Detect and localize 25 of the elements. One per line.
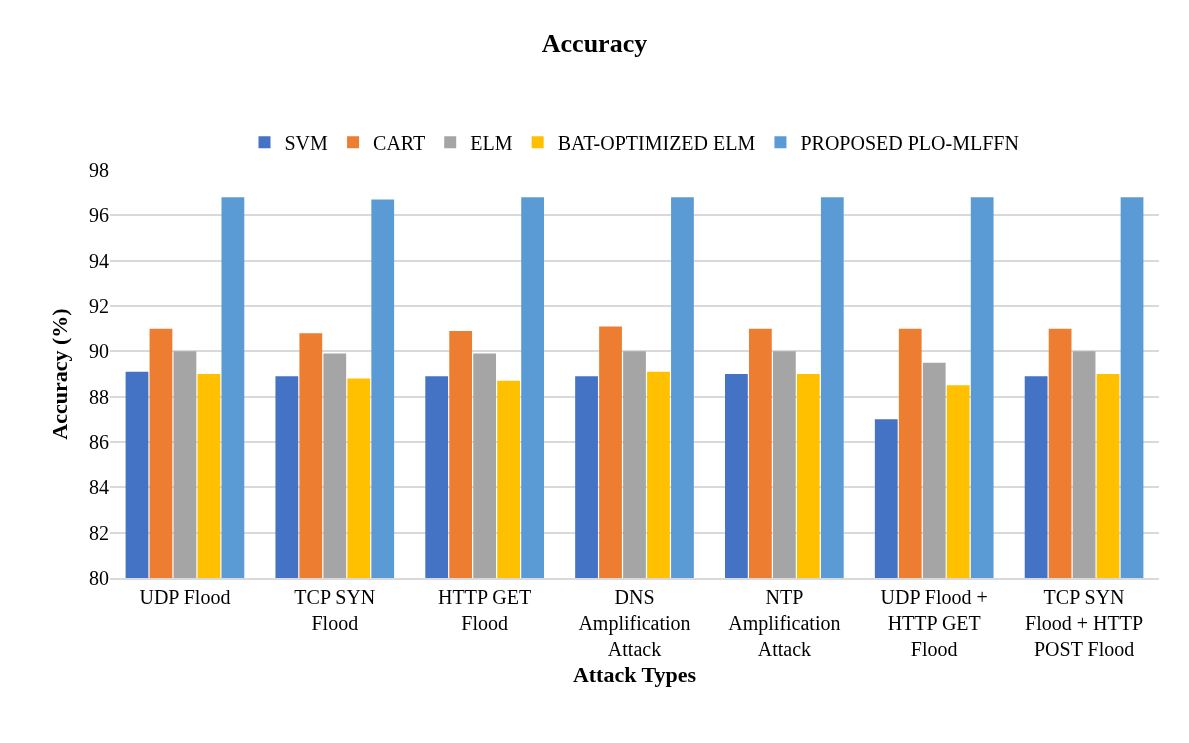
legend-label: SVM [284,132,329,155]
y-tick-label: 98 [89,159,109,181]
legend-label: PROPOSED PLO-MLFFN [800,132,1019,155]
x-tick-label: TCP SYN Flood [294,586,376,634]
x-axis-title: Attack Types [572,662,697,688]
legend-label: ELM [470,132,513,155]
x-tick-label: TCP SYN Flood + HTTP POST Flood [1025,586,1144,660]
chart-title: Accuracy [541,28,648,58]
y-tick-label: 80 [89,567,109,589]
y-axis-title: Accuracy (%) [46,308,72,440]
y-tick-label: 90 [89,340,109,363]
x-tick-label: UDP Flood [139,586,231,608]
y-tick-label: 82 [89,521,109,544]
y-tick-label: 94 [89,249,109,272]
x-tick-label: UDP Flood + HTTP GET Flood [880,586,988,660]
legend-label: CART [373,132,426,155]
y-tick-label: 92 [89,295,109,317]
y-tick-label: 84 [89,476,109,499]
legend-label: BAT-OPTIMIZED ELM [557,132,756,155]
x-tick-label: HTTP GET Flood [438,586,532,634]
y-tick-label: 86 [89,431,109,453]
y-tick-label: 96 [89,204,109,227]
y-tick-label: 88 [89,385,109,408]
x-tick-label: DNS Amplification Attack [578,586,691,660]
x-tick-label: NTP Amplification Attack [728,586,841,660]
